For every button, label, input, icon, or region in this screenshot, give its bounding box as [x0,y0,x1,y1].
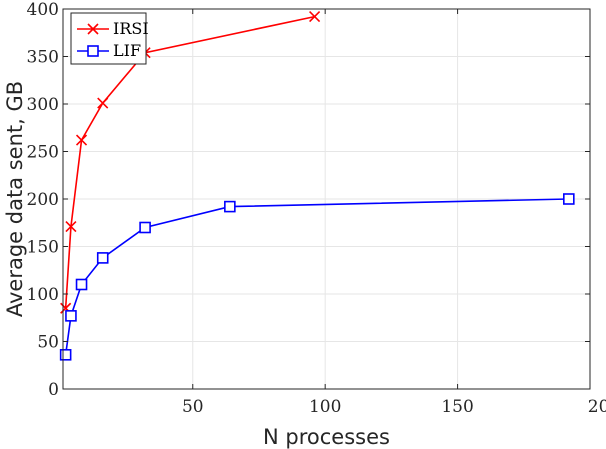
data-point-lif [563,193,575,205]
data-point-irsi [309,11,321,23]
y-tick-label: 400 [27,0,59,20]
data-point-lif [96,252,109,264]
x-tick-label: 100 [309,397,341,417]
series-line-irsi [64,15,315,309]
data-point-irsi [97,97,109,109]
x-tick-label: 50 [182,397,204,417]
y-tick-label: 200 [27,190,59,210]
data-point-irsi [75,134,88,146]
legend-label: IRSI [113,19,149,38]
y-tick-label: 0 [48,380,59,400]
y-tick-label: 150 [27,238,59,258]
data-point-lif [65,310,77,322]
grid-lines [63,8,591,390]
y-tick-label: 50 [37,333,59,353]
legend-box [70,12,147,65]
x-tick-label: 150 [441,397,473,417]
legend: IRSI LIF [70,12,149,65]
y-axis-label: Average data sent, GB [3,81,27,317]
data-point-irsi [65,220,77,233]
legend-label: LIF [113,41,141,60]
x-tick-label: 200 [588,397,606,417]
axis-ticks: 0 50 100 150 200 250 300 350 400 50 100 150 200 [27,0,606,417]
y-tick-label: 350 [27,48,59,68]
legend-entry-lif: LIF [77,41,141,60]
series-group [59,11,575,361]
data-point-lif [59,348,72,361]
y-tick-label: 100 [27,285,59,305]
legend-entry-irsi: IRSI [77,19,149,38]
data-point-lif [139,221,151,234]
y-tick-label: 300 [27,95,59,115]
x-axis-label: N processes [263,425,390,449]
data-point-lif [224,200,236,213]
data-point-lif [75,278,88,291]
y-tick-label: 250 [27,143,59,163]
